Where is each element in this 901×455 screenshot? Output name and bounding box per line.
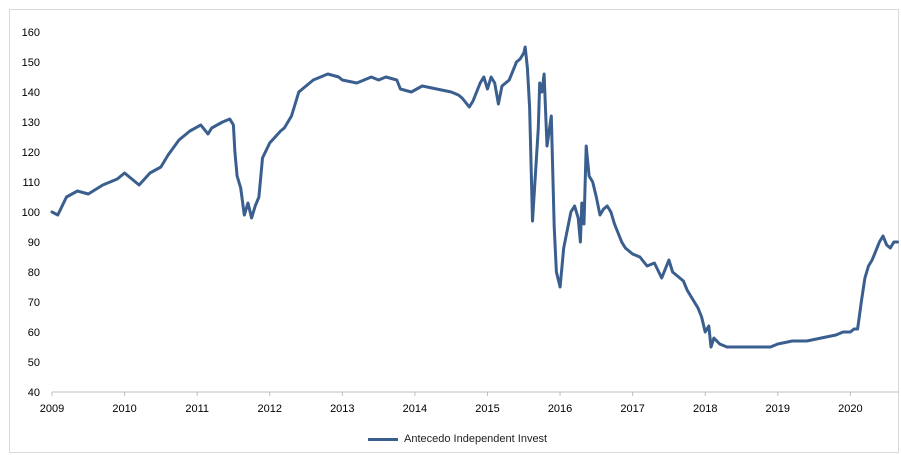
chart-frame xyxy=(9,9,899,453)
x-tick-label: 2016 xyxy=(548,403,572,415)
y-tick-label: 70 xyxy=(28,297,40,309)
y-tick-label: 50 xyxy=(28,357,40,369)
y-tick-label: 110 xyxy=(22,177,40,189)
legend-swatch xyxy=(368,437,398,441)
y-tick-label: 40 xyxy=(28,387,40,399)
x-tick-label: 2009 xyxy=(40,403,64,415)
x-tick-label: 2017 xyxy=(620,403,644,415)
y-tick-label: 140 xyxy=(22,87,40,99)
x-tick-label: 2019 xyxy=(766,403,790,415)
x-tick-label: 2015 xyxy=(475,403,499,415)
x-tick-label: 2012 xyxy=(257,403,281,415)
y-tick-label: 150 xyxy=(22,57,40,69)
series-layer xyxy=(50,45,899,349)
legend: Antecedo Independent Invest xyxy=(368,432,547,446)
series-line xyxy=(50,45,899,349)
y-tick-label: 90 xyxy=(28,237,40,249)
x-axis: 2009 2010 2011 2012 2013 2014 2015 2016 2017 2018… xyxy=(40,392,863,415)
x-tick-label: 2013 xyxy=(330,403,354,415)
x-tick-label: 2011 xyxy=(185,403,209,415)
y-tick-label: 120 xyxy=(22,147,40,159)
y-tick-label: 100 xyxy=(22,207,40,219)
y-tick-label: 130 xyxy=(22,117,40,129)
y-tick-label: 60 xyxy=(28,327,40,339)
x-tick-label: 2014 xyxy=(403,403,427,415)
y-tick-label: 160 xyxy=(22,27,40,39)
y-tick-label: 80 xyxy=(28,267,40,279)
y-axis: 40 50 60 70 80 90 100 110 120 130 140 150 160 xyxy=(22,27,40,399)
legend-label: Antecedo Independent Invest xyxy=(404,433,548,445)
x-tick-label: 2018 xyxy=(693,403,717,415)
x-tick-label: 2020 xyxy=(838,403,862,415)
x-tick-label: 2010 xyxy=(112,403,136,415)
